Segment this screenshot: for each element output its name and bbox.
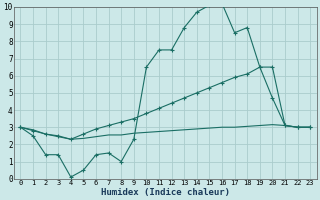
X-axis label: Humidex (Indice chaleur): Humidex (Indice chaleur): [101, 188, 230, 197]
